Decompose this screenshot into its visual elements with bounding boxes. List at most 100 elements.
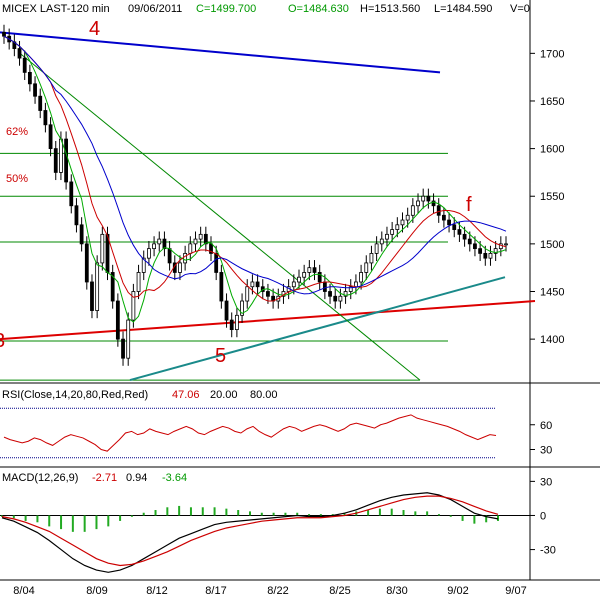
candle-body [405, 214, 410, 221]
candle-body [478, 248, 483, 254]
candle-body [400, 219, 405, 226]
x-tick-label: 8/25 [329, 585, 350, 596]
header-open: O=1484.630 [288, 3, 349, 15]
candle-body [136, 272, 141, 292]
macd-line [1, 492, 499, 573]
candle-body [504, 243, 508, 246]
candle-body [245, 286, 250, 302]
x-tick-label: 9/07 [505, 585, 526, 596]
header-date: 09/06/2011 [128, 3, 182, 15]
candle-body [69, 181, 74, 207]
candle-body [240, 300, 244, 316]
ma-slow-line [3, 35, 507, 295]
price-tick-label: 1600 [540, 144, 564, 156]
macd-label: MACD(12,26,9) [2, 472, 78, 484]
candle-body [224, 300, 229, 321]
candle-body [219, 272, 224, 302]
candle-body [229, 319, 234, 331]
candle-body [110, 272, 115, 302]
candle-body [354, 281, 358, 288]
macd-tick-label: 30 [540, 476, 552, 488]
candle-body [338, 295, 343, 302]
candle-body [188, 243, 193, 254]
macd-value: -2.71 [92, 472, 117, 484]
price-tick-label: 1700 [540, 48, 564, 60]
header-low: L=1484.590 [434, 3, 492, 15]
candle-body [343, 291, 348, 297]
ma-mid-line [3, 35, 507, 302]
axis-layer: 1400 1450 1500 1550 1600 1650 1700 30 60 -30 0 30 8/… [13, 48, 564, 596]
rsi-tick-label: 30 [540, 445, 552, 457]
candle-body [178, 262, 182, 273]
candle-body [64, 138, 69, 183]
candle-body [141, 257, 146, 273]
candle-body [452, 224, 457, 230]
candle-body [266, 291, 270, 297]
price-tick-label: 1400 [540, 334, 564, 346]
price-tick-label: 1550 [540, 191, 564, 203]
candle-body [90, 281, 94, 311]
candle-body [333, 295, 338, 302]
candle-body [33, 83, 37, 97]
fib-50-label: 50% [6, 173, 28, 185]
candle-body [152, 243, 156, 250]
price-tick-label: 1450 [540, 287, 564, 299]
macd-hist-value: -3.64 [162, 472, 187, 484]
header-close: C=1499.700 [196, 3, 256, 15]
candle-body [38, 95, 43, 111]
candle-body [17, 48, 22, 59]
candle-body [488, 252, 493, 259]
candle-body [493, 248, 498, 254]
candle-body [198, 233, 203, 240]
candle-body [126, 319, 131, 359]
candle-body [79, 224, 84, 245]
macd-signal-line [1, 495, 499, 567]
candle-body [183, 252, 188, 264]
header-symbol: MICEX LAST-120 min [2, 3, 110, 15]
candle-body [322, 281, 327, 292]
candle-body [379, 238, 384, 245]
rsi-value: 47.06 [172, 389, 200, 401]
candle-body [473, 243, 477, 250]
candle-body [162, 238, 167, 250]
trendline-red [0, 300, 536, 341]
candle-body [395, 224, 400, 230]
candle-body [147, 248, 151, 259]
candle-body [390, 229, 395, 235]
candle-body [364, 262, 369, 273]
header-volume: V=0 [510, 3, 530, 15]
candle-body [209, 243, 213, 254]
wave-4-label: 4 [89, 18, 100, 40]
rsi-line [3, 414, 497, 452]
trendline-green-diagonal [19, 52, 421, 381]
candle-body [328, 291, 332, 297]
candle-body [43, 110, 48, 126]
candle-body [317, 272, 322, 283]
candle-body [131, 291, 136, 321]
candle-body [374, 243, 379, 254]
candle-body [369, 252, 374, 264]
x-tick-label: 8/22 [267, 585, 288, 596]
candle-body [385, 233, 389, 240]
x-tick-label: 8/09 [86, 585, 107, 596]
candle-body [359, 272, 363, 283]
price-layer [0, 24, 536, 382]
rsi-label: RSI(Close,14,20,80,Red,Red) [2, 389, 148, 401]
candle-body [157, 238, 162, 245]
candle-body [59, 138, 63, 173]
candle-body [462, 233, 467, 240]
candle-body [250, 281, 255, 288]
candle-body [48, 124, 53, 150]
candle-body [167, 248, 172, 264]
x-tick-label: 8/30 [386, 585, 407, 596]
candle-body [431, 200, 436, 207]
candle-body [447, 219, 451, 226]
candle-body [95, 262, 100, 311]
macd-layer [0, 492, 530, 573]
wave-5-label: 5 [215, 345, 226, 367]
candle-body [22, 57, 27, 73]
candle-body [203, 233, 208, 245]
candle-body [421, 195, 426, 202]
